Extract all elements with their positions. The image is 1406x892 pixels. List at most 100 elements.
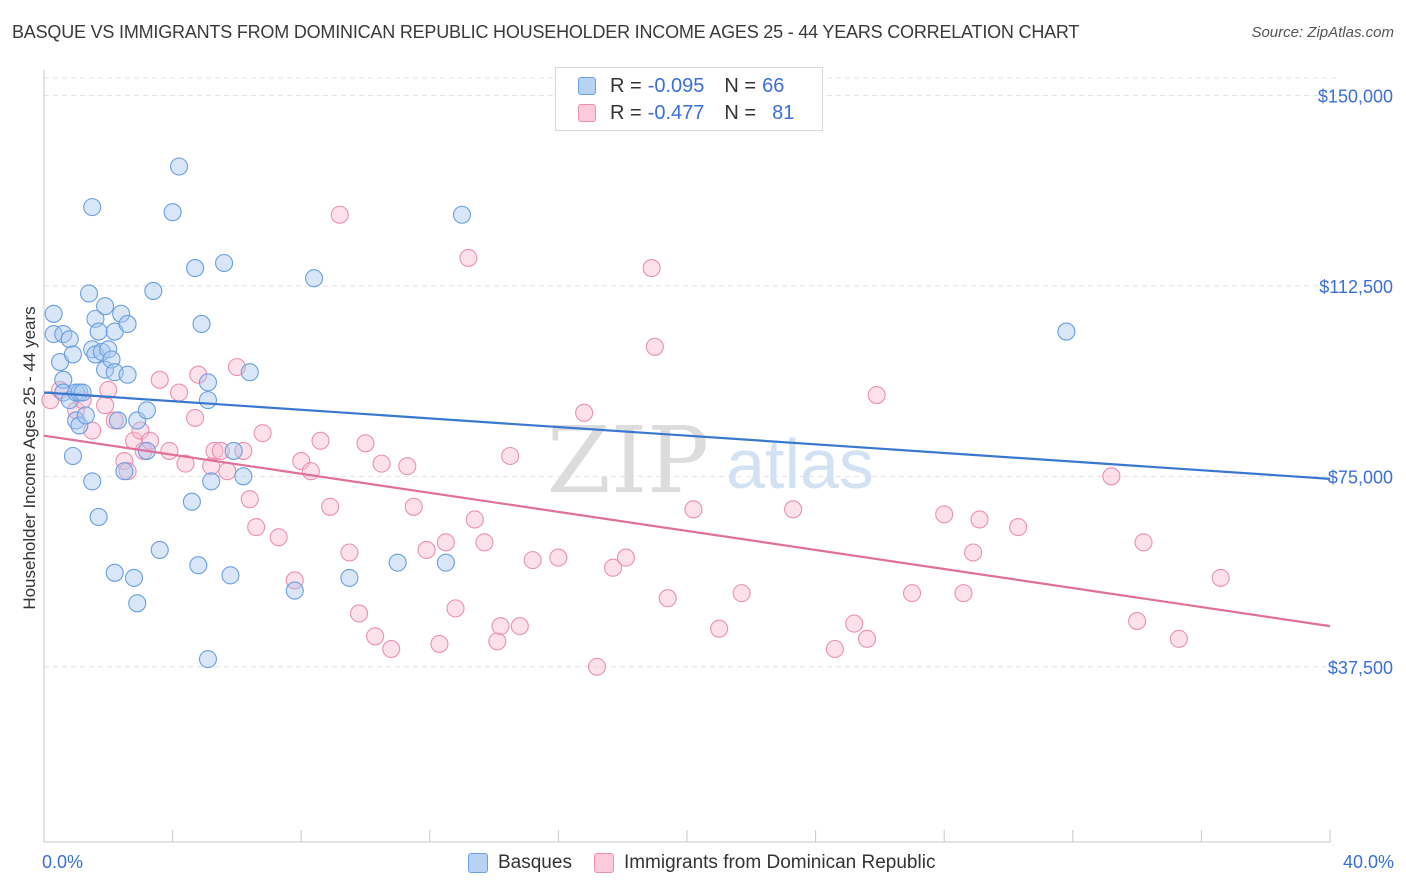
n-value: 81 (772, 101, 795, 124)
basques-point (79, 284, 99, 303)
basques-point (144, 281, 163, 300)
dominican-point (67, 401, 86, 420)
basques-point (54, 370, 73, 389)
n-label: N = (724, 74, 757, 97)
basques-point (340, 568, 359, 587)
basques-point (240, 363, 259, 382)
basques-point (182, 492, 201, 511)
dominican-point (616, 548, 635, 567)
basques-point (99, 340, 118, 359)
basques-point (192, 314, 211, 333)
watermark: ZIP atlas (547, 407, 874, 514)
dominican-point (935, 505, 954, 524)
dominican-point (234, 441, 253, 460)
r-label: R = (610, 74, 642, 97)
dominican-point (575, 403, 594, 422)
dominican-point (710, 619, 729, 638)
dominican-point (549, 548, 568, 567)
dominican-point (784, 500, 803, 519)
dominican-point (491, 617, 510, 636)
dominican-point (964, 543, 983, 562)
dominican-point (330, 205, 349, 224)
axes (43, 70, 1331, 843)
y-tick-label: $150,000 (1318, 86, 1393, 106)
dominican-point (218, 462, 237, 481)
dominican-point (446, 599, 465, 618)
basques-point (234, 467, 253, 486)
basques-swatch (578, 77, 596, 95)
dominican-point (186, 408, 205, 427)
y-tick-label: $75,000 (1328, 467, 1393, 487)
r-label: R = (610, 101, 642, 124)
dominican-point (430, 634, 449, 653)
dominican-point (642, 259, 661, 278)
basques-point (63, 345, 82, 364)
basques-point (198, 373, 218, 392)
dominican-point (160, 441, 179, 460)
basques-point (150, 540, 169, 560)
basques-point (388, 553, 407, 572)
basques-point (221, 566, 240, 585)
basques-point (83, 198, 102, 217)
basques-point (60, 330, 79, 349)
dominican-point (96, 396, 115, 415)
basques-point (163, 203, 182, 222)
dominican-point (372, 454, 391, 473)
basques-point (44, 325, 63, 344)
dominican-point (902, 584, 922, 603)
dominican-point (321, 497, 340, 516)
dominican-point (141, 431, 160, 450)
dominican-point (398, 457, 417, 476)
dominican-point (488, 632, 507, 651)
y-axis-label: Householder Income Ages 25 - 44 years (20, 306, 39, 610)
series-basques-points (44, 157, 1076, 669)
y-tick-labels: $150,000 $112,500 $75,000 $37,500 (1318, 86, 1393, 677)
basques-point (137, 401, 156, 420)
dominican-point (475, 533, 494, 552)
legend-label-basques: Basques (498, 852, 572, 873)
legend-item-dominican[interactable]: Immigrants from Dominican Republic (593, 852, 935, 874)
basques-point (108, 411, 127, 430)
dominican-trend-line (43, 434, 1331, 628)
dominican-point (684, 500, 703, 519)
basques-point (83, 472, 102, 491)
dominican-swatch (578, 104, 596, 122)
series-dominican-points (41, 205, 1230, 676)
r-value: -0.477 (647, 101, 705, 124)
dominican-point (1102, 467, 1121, 486)
dominican-point (189, 365, 208, 384)
dominican-point (845, 614, 864, 633)
basques-trend-line (43, 391, 1331, 480)
dominican-point (645, 337, 664, 356)
dominican-point (867, 386, 886, 405)
basques-point (436, 553, 455, 572)
dominican-point (465, 510, 484, 529)
legend-item-basques[interactable]: Basques (468, 852, 572, 874)
basques-point (1057, 322, 1076, 341)
dominican-point (340, 543, 359, 562)
basques-point (198, 650, 218, 669)
dominican-point (1134, 533, 1153, 552)
dominican-point (247, 518, 266, 537)
basques-point (44, 304, 63, 323)
series-legend: Basques Immigrants from Dominican Republ… (468, 852, 957, 874)
basques-point (118, 365, 137, 384)
dominican-point (732, 584, 751, 603)
basques-point (115, 462, 134, 481)
basques-swatch (468, 853, 488, 873)
stats-legend: R = -0.095 N = 66 R = -0.477 N = 81 (555, 67, 823, 131)
dominican-point (115, 452, 134, 471)
x-axis-max-label: 40.0% (1342, 852, 1394, 872)
stats-row-basques: R = -0.095 N = 66 (578, 73, 784, 99)
basques-point (67, 411, 86, 430)
r-value: -0.095 (647, 74, 705, 97)
dominican-point (99, 380, 118, 400)
basques-point (189, 556, 208, 575)
trend-lines (43, 391, 1331, 628)
dominican-point (150, 370, 169, 389)
basques-point (89, 507, 108, 526)
basques-point (128, 594, 147, 613)
basques-point (198, 391, 218, 410)
basques-point (224, 441, 243, 460)
